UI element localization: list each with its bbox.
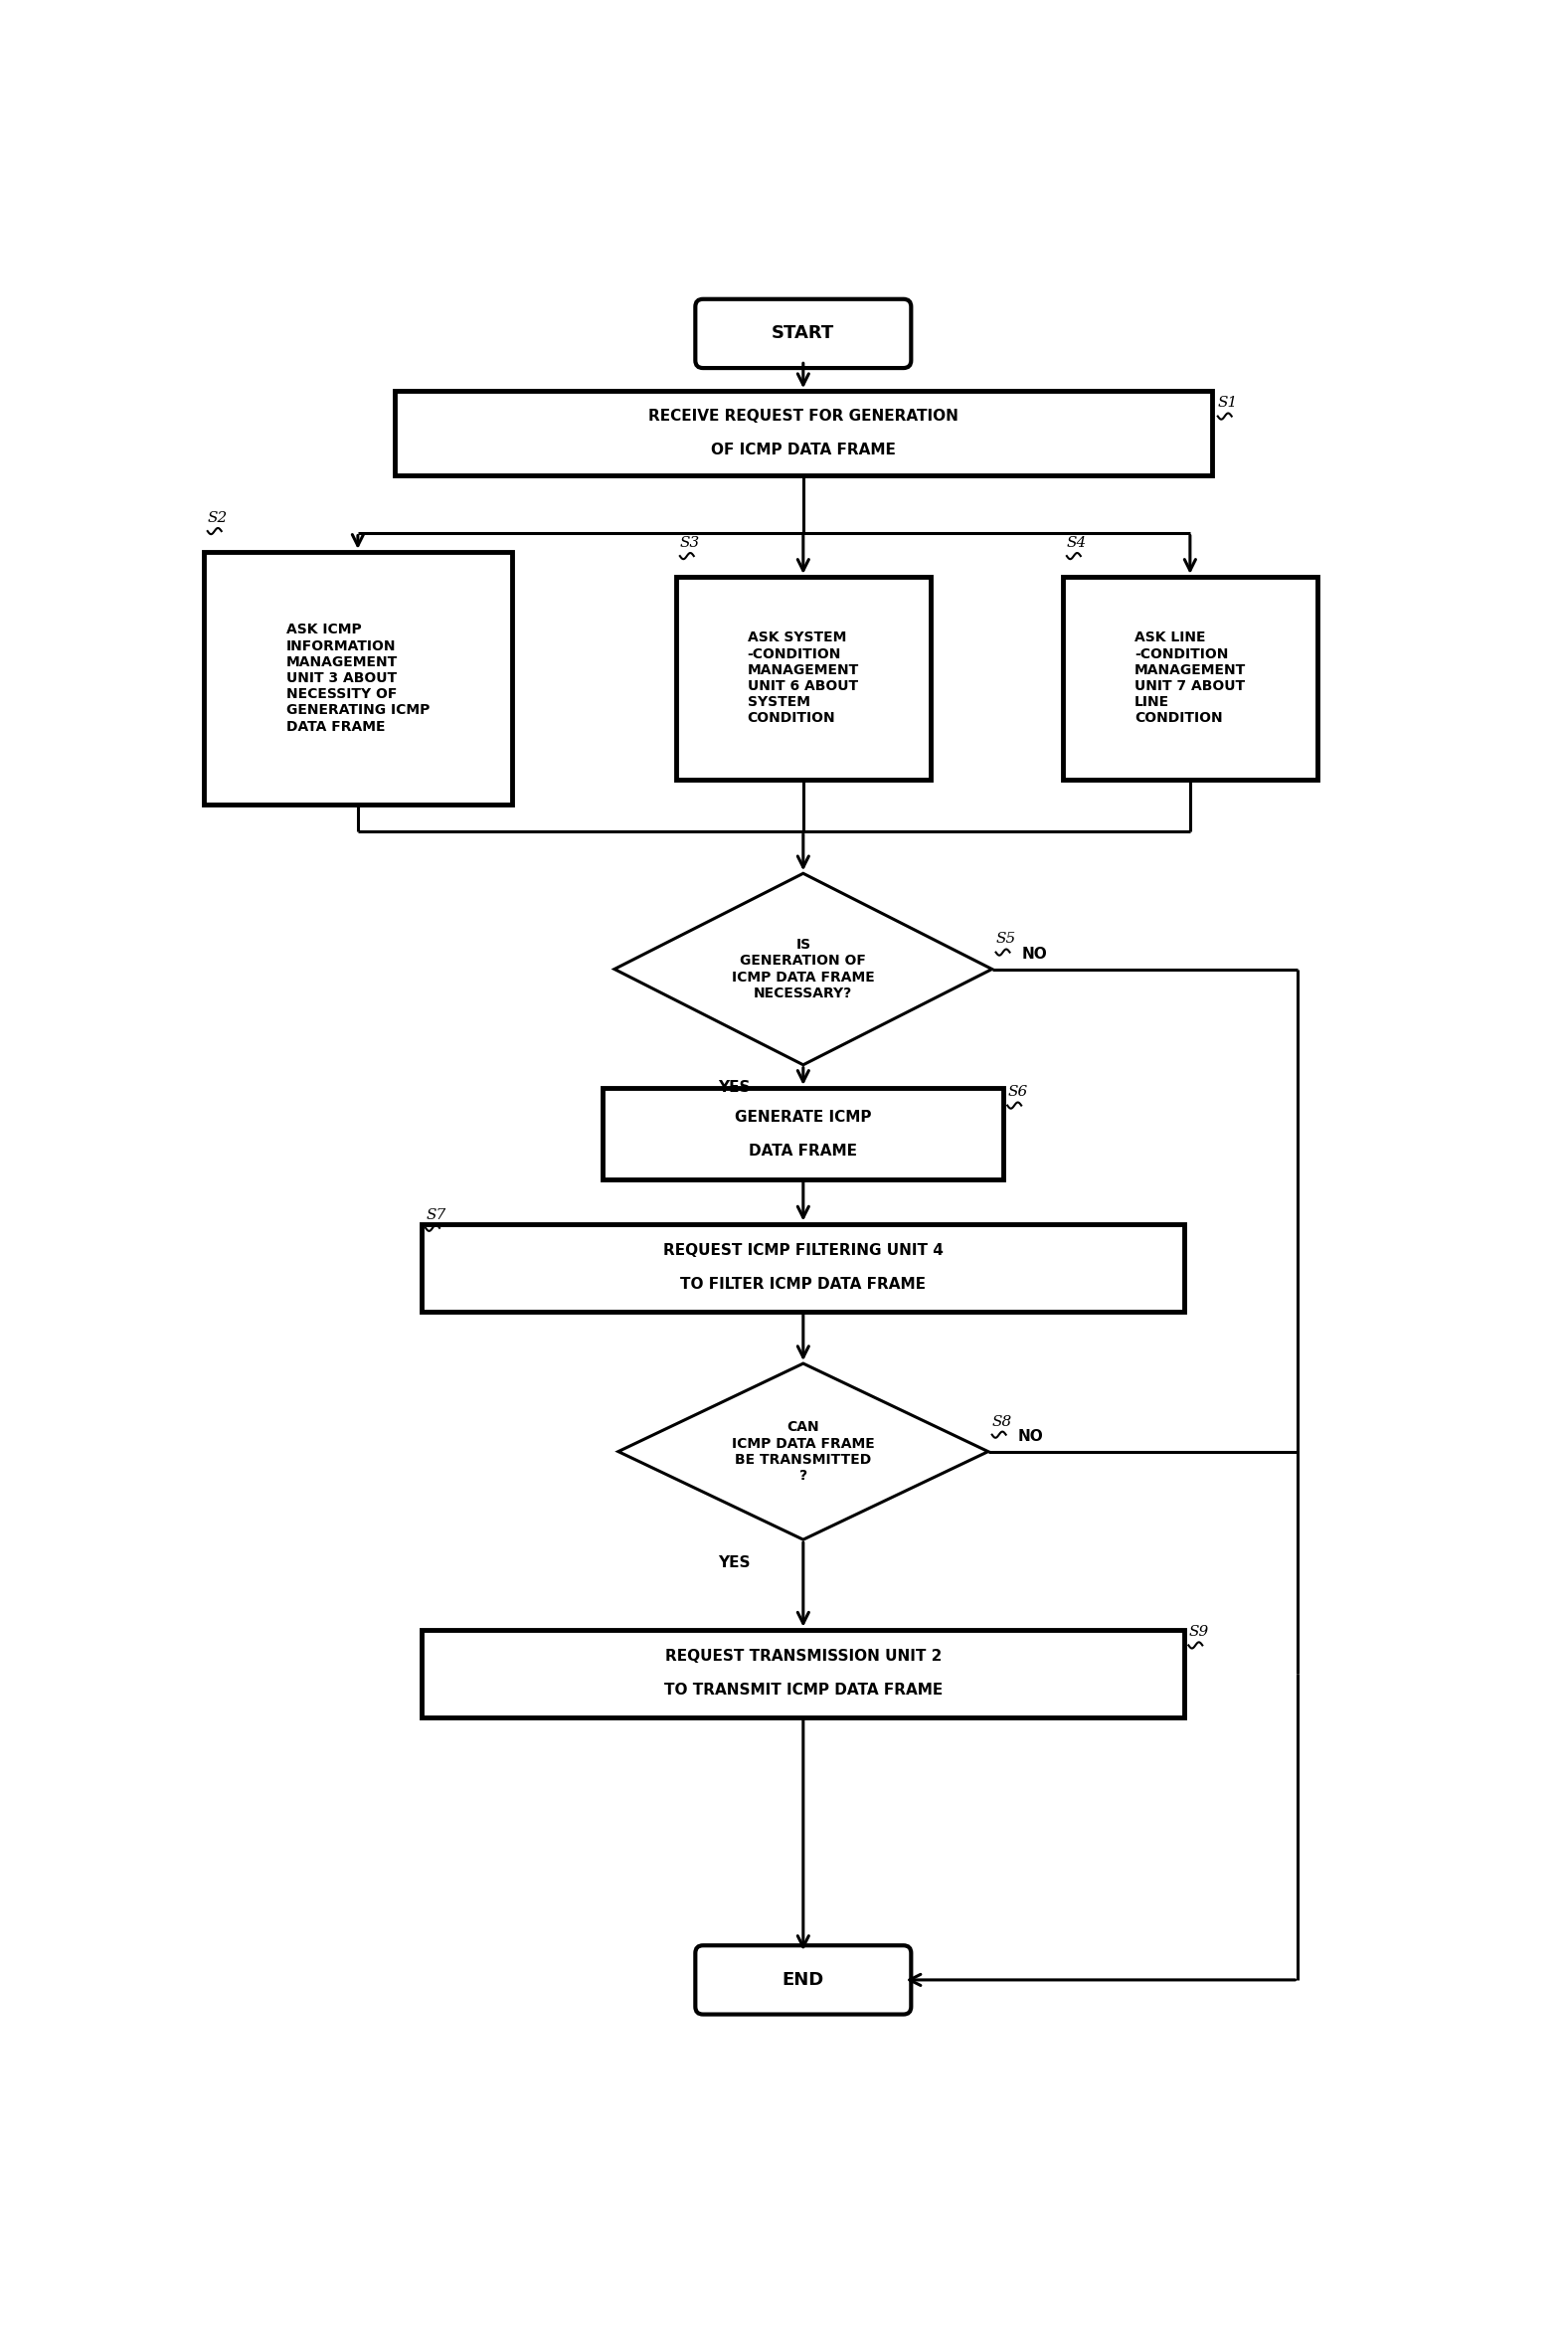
Text: IS
GENERATION OF
ICMP DATA FRAME
NECESSARY?: IS GENERATION OF ICMP DATA FRAME NECESSA… [732, 938, 875, 1001]
Text: DATA FRAME: DATA FRAME [750, 1143, 858, 1157]
Text: GENERATE ICMP: GENERATE ICMP [735, 1111, 872, 1125]
Bar [395, 392, 1212, 476]
Text: ASK ICMP
INFORMATION
MANAGEMENT
UNIT 3 ABOUT
NECESSITY OF
GENERATING ICMP
DATA F: ASK ICMP INFORMATION MANAGEMENT UNIT 3 A… [285, 623, 430, 733]
Text: REQUEST ICMP FILTERING UNIT 4: REQUEST ICMP FILTERING UNIT 4 [663, 1243, 944, 1257]
Text: CAN
ICMP DATA FRAME
BE TRANSMITTED
?: CAN ICMP DATA FRAME BE TRANSMITTED ? [732, 1421, 875, 1484]
Text: S3: S3 [681, 537, 699, 551]
Text: OF ICMP DATA FRAME: OF ICMP DATA FRAME [710, 443, 895, 457]
Text: NO: NO [1018, 1428, 1043, 1444]
Polygon shape [615, 873, 993, 1064]
Text: S8: S8 [993, 1414, 1011, 1428]
Bar [602, 1087, 1004, 1180]
Text: TO TRANSMIT ICMP DATA FRAME: TO TRANSMIT ICMP DATA FRAME [663, 1682, 942, 1698]
Text: REQUEST TRANSMISSION UNIT 2: REQUEST TRANSMISSION UNIT 2 [665, 1649, 942, 1663]
Text: TO FILTER ICMP DATA FRAME: TO FILTER ICMP DATA FRAME [681, 1276, 927, 1292]
FancyBboxPatch shape [695, 1946, 911, 2013]
Text: S7: S7 [425, 1208, 445, 1222]
Text: S6: S6 [1007, 1085, 1027, 1099]
Text: ASK SYSTEM
-CONDITION
MANAGEMENT
UNIT 6 ABOUT
SYSTEM
CONDITION: ASK SYSTEM -CONDITION MANAGEMENT UNIT 6 … [748, 630, 859, 726]
FancyBboxPatch shape [695, 299, 911, 369]
Bar [204, 553, 511, 805]
Bar [422, 1225, 1185, 1311]
Text: S2: S2 [207, 511, 227, 525]
Text: S4: S4 [1066, 537, 1087, 551]
Text: S5: S5 [996, 933, 1016, 947]
Text: START: START [771, 324, 834, 343]
Text: YES: YES [718, 1556, 750, 1570]
Text: ASK LINE
-CONDITION
MANAGEMENT
UNIT 7 ABOUT
LINE
CONDITION: ASK LINE -CONDITION MANAGEMENT UNIT 7 AB… [1134, 630, 1247, 726]
Text: S1: S1 [1218, 397, 1237, 411]
Bar [676, 576, 930, 779]
Bar [422, 1628, 1185, 1717]
Text: RECEIVE REQUEST FOR GENERATION: RECEIVE REQUEST FOR GENERATION [648, 408, 958, 425]
Text: S9: S9 [1189, 1626, 1209, 1640]
Bar [1063, 576, 1317, 779]
Text: NO: NO [1022, 947, 1047, 961]
Text: END: END [782, 1971, 825, 1988]
Text: YES: YES [718, 1080, 750, 1094]
Polygon shape [618, 1362, 988, 1540]
